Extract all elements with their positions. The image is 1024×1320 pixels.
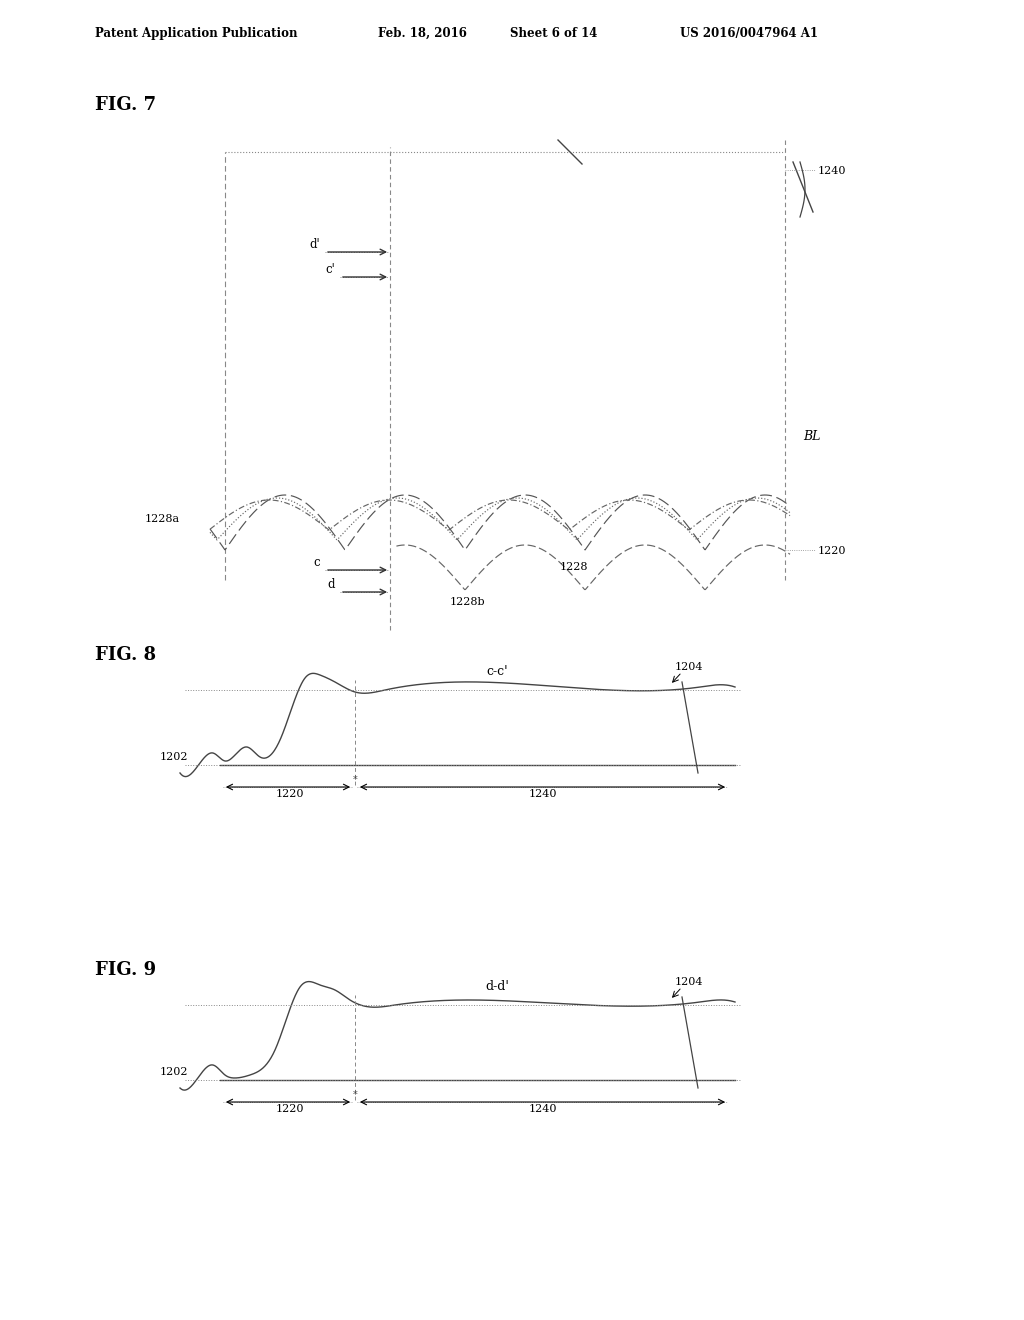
Text: 1204: 1204 [675, 663, 703, 672]
Text: 1240: 1240 [528, 789, 557, 799]
Text: 1202: 1202 [160, 752, 188, 762]
Text: c-c': c-c' [486, 665, 508, 678]
Text: Feb. 18, 2016: Feb. 18, 2016 [378, 26, 467, 40]
Text: c': c' [326, 263, 335, 276]
Text: FIG. 9: FIG. 9 [95, 961, 156, 979]
Text: Patent Application Publication: Patent Application Publication [95, 26, 298, 40]
Text: c: c [313, 556, 319, 569]
Text: BL: BL [803, 430, 820, 444]
Text: 1220: 1220 [275, 1104, 304, 1114]
Text: 1228: 1228 [560, 562, 589, 572]
Text: *: * [352, 775, 357, 785]
Text: Sheet 6 of 14: Sheet 6 of 14 [510, 26, 597, 40]
Text: 1240: 1240 [528, 1104, 557, 1114]
Text: FIG. 7: FIG. 7 [95, 96, 156, 114]
Text: 1240: 1240 [818, 166, 847, 176]
Text: 1228a: 1228a [145, 513, 180, 524]
Text: FIG. 8: FIG. 8 [95, 645, 156, 664]
Text: d: d [328, 578, 335, 591]
Text: 1228b: 1228b [450, 597, 485, 607]
Text: *: * [352, 1090, 357, 1100]
Text: US 2016/0047964 A1: US 2016/0047964 A1 [680, 26, 818, 40]
Text: 1220: 1220 [275, 789, 304, 799]
Text: d': d' [309, 238, 319, 251]
Text: 1204: 1204 [675, 977, 703, 987]
Text: 1202: 1202 [160, 1067, 188, 1077]
Text: d-d': d-d' [485, 979, 509, 993]
Text: 1220: 1220 [818, 546, 847, 556]
